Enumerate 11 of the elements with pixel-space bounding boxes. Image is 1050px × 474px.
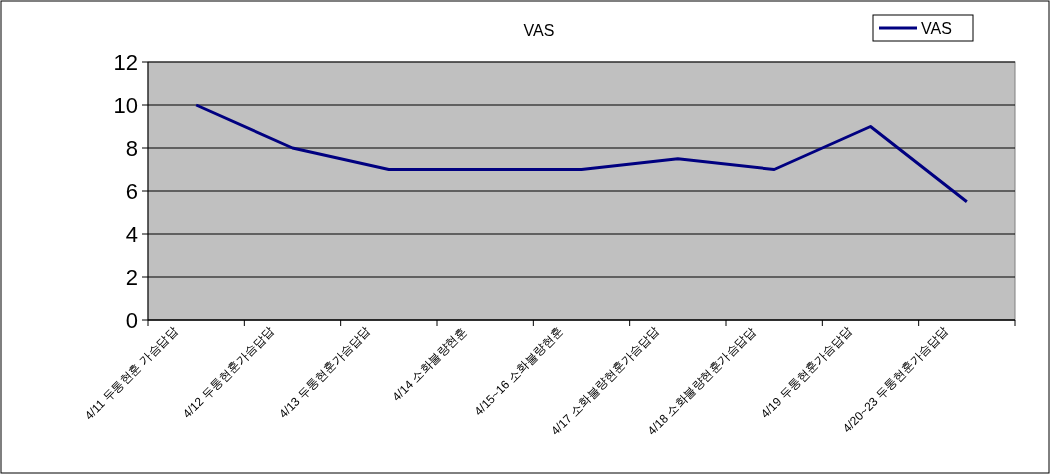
legend: VAS [872, 14, 974, 42]
y-tick-label: 4 [125, 222, 138, 247]
line-series [194, 103, 969, 204]
y-tick-label: 12 [113, 50, 138, 75]
chart-title: VAS [523, 22, 555, 39]
y-tick-label: 6 [125, 179, 138, 204]
y-tick-label: 0 [125, 308, 138, 333]
legend-label: VAS [921, 20, 952, 37]
y-tick-label: 2 [125, 265, 138, 290]
y-tick-label: 10 [113, 93, 138, 118]
y-tick-label: 8 [125, 136, 138, 161]
